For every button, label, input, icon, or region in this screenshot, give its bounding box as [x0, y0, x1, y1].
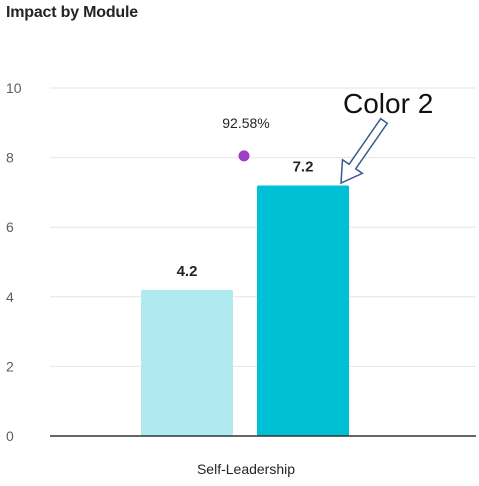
- y-tick-label: 6: [6, 219, 14, 235]
- y-axis-ticks: 0 2 4 6 8 10: [6, 80, 22, 444]
- y-tick-label: 10: [6, 80, 22, 96]
- data-label: 4.2: [177, 263, 198, 280]
- y-tick-label: 0: [6, 428, 14, 444]
- bar-series-2: [257, 185, 349, 436]
- y-tick-label: 2: [6, 358, 14, 374]
- chart-title: Impact by Module: [6, 4, 138, 21]
- annotation-layer: Color 2: [340, 88, 433, 185]
- y-tick-label: 8: [6, 150, 14, 166]
- marker-layer: 92.58%: [222, 115, 270, 162]
- bars: [141, 185, 349, 436]
- marker-label: 92.58%: [222, 115, 269, 131]
- category-label: Self-Leadership: [197, 461, 295, 477]
- bar-series-1: [141, 289, 233, 436]
- marker-dot: [238, 150, 250, 162]
- annotation-arrow: [340, 117, 389, 185]
- y-tick-label: 4: [6, 289, 14, 305]
- data-labels: 4.2 7.2: [177, 158, 314, 279]
- data-label: 7.2: [293, 158, 314, 175]
- annotation-label: Color 2: [343, 88, 433, 119]
